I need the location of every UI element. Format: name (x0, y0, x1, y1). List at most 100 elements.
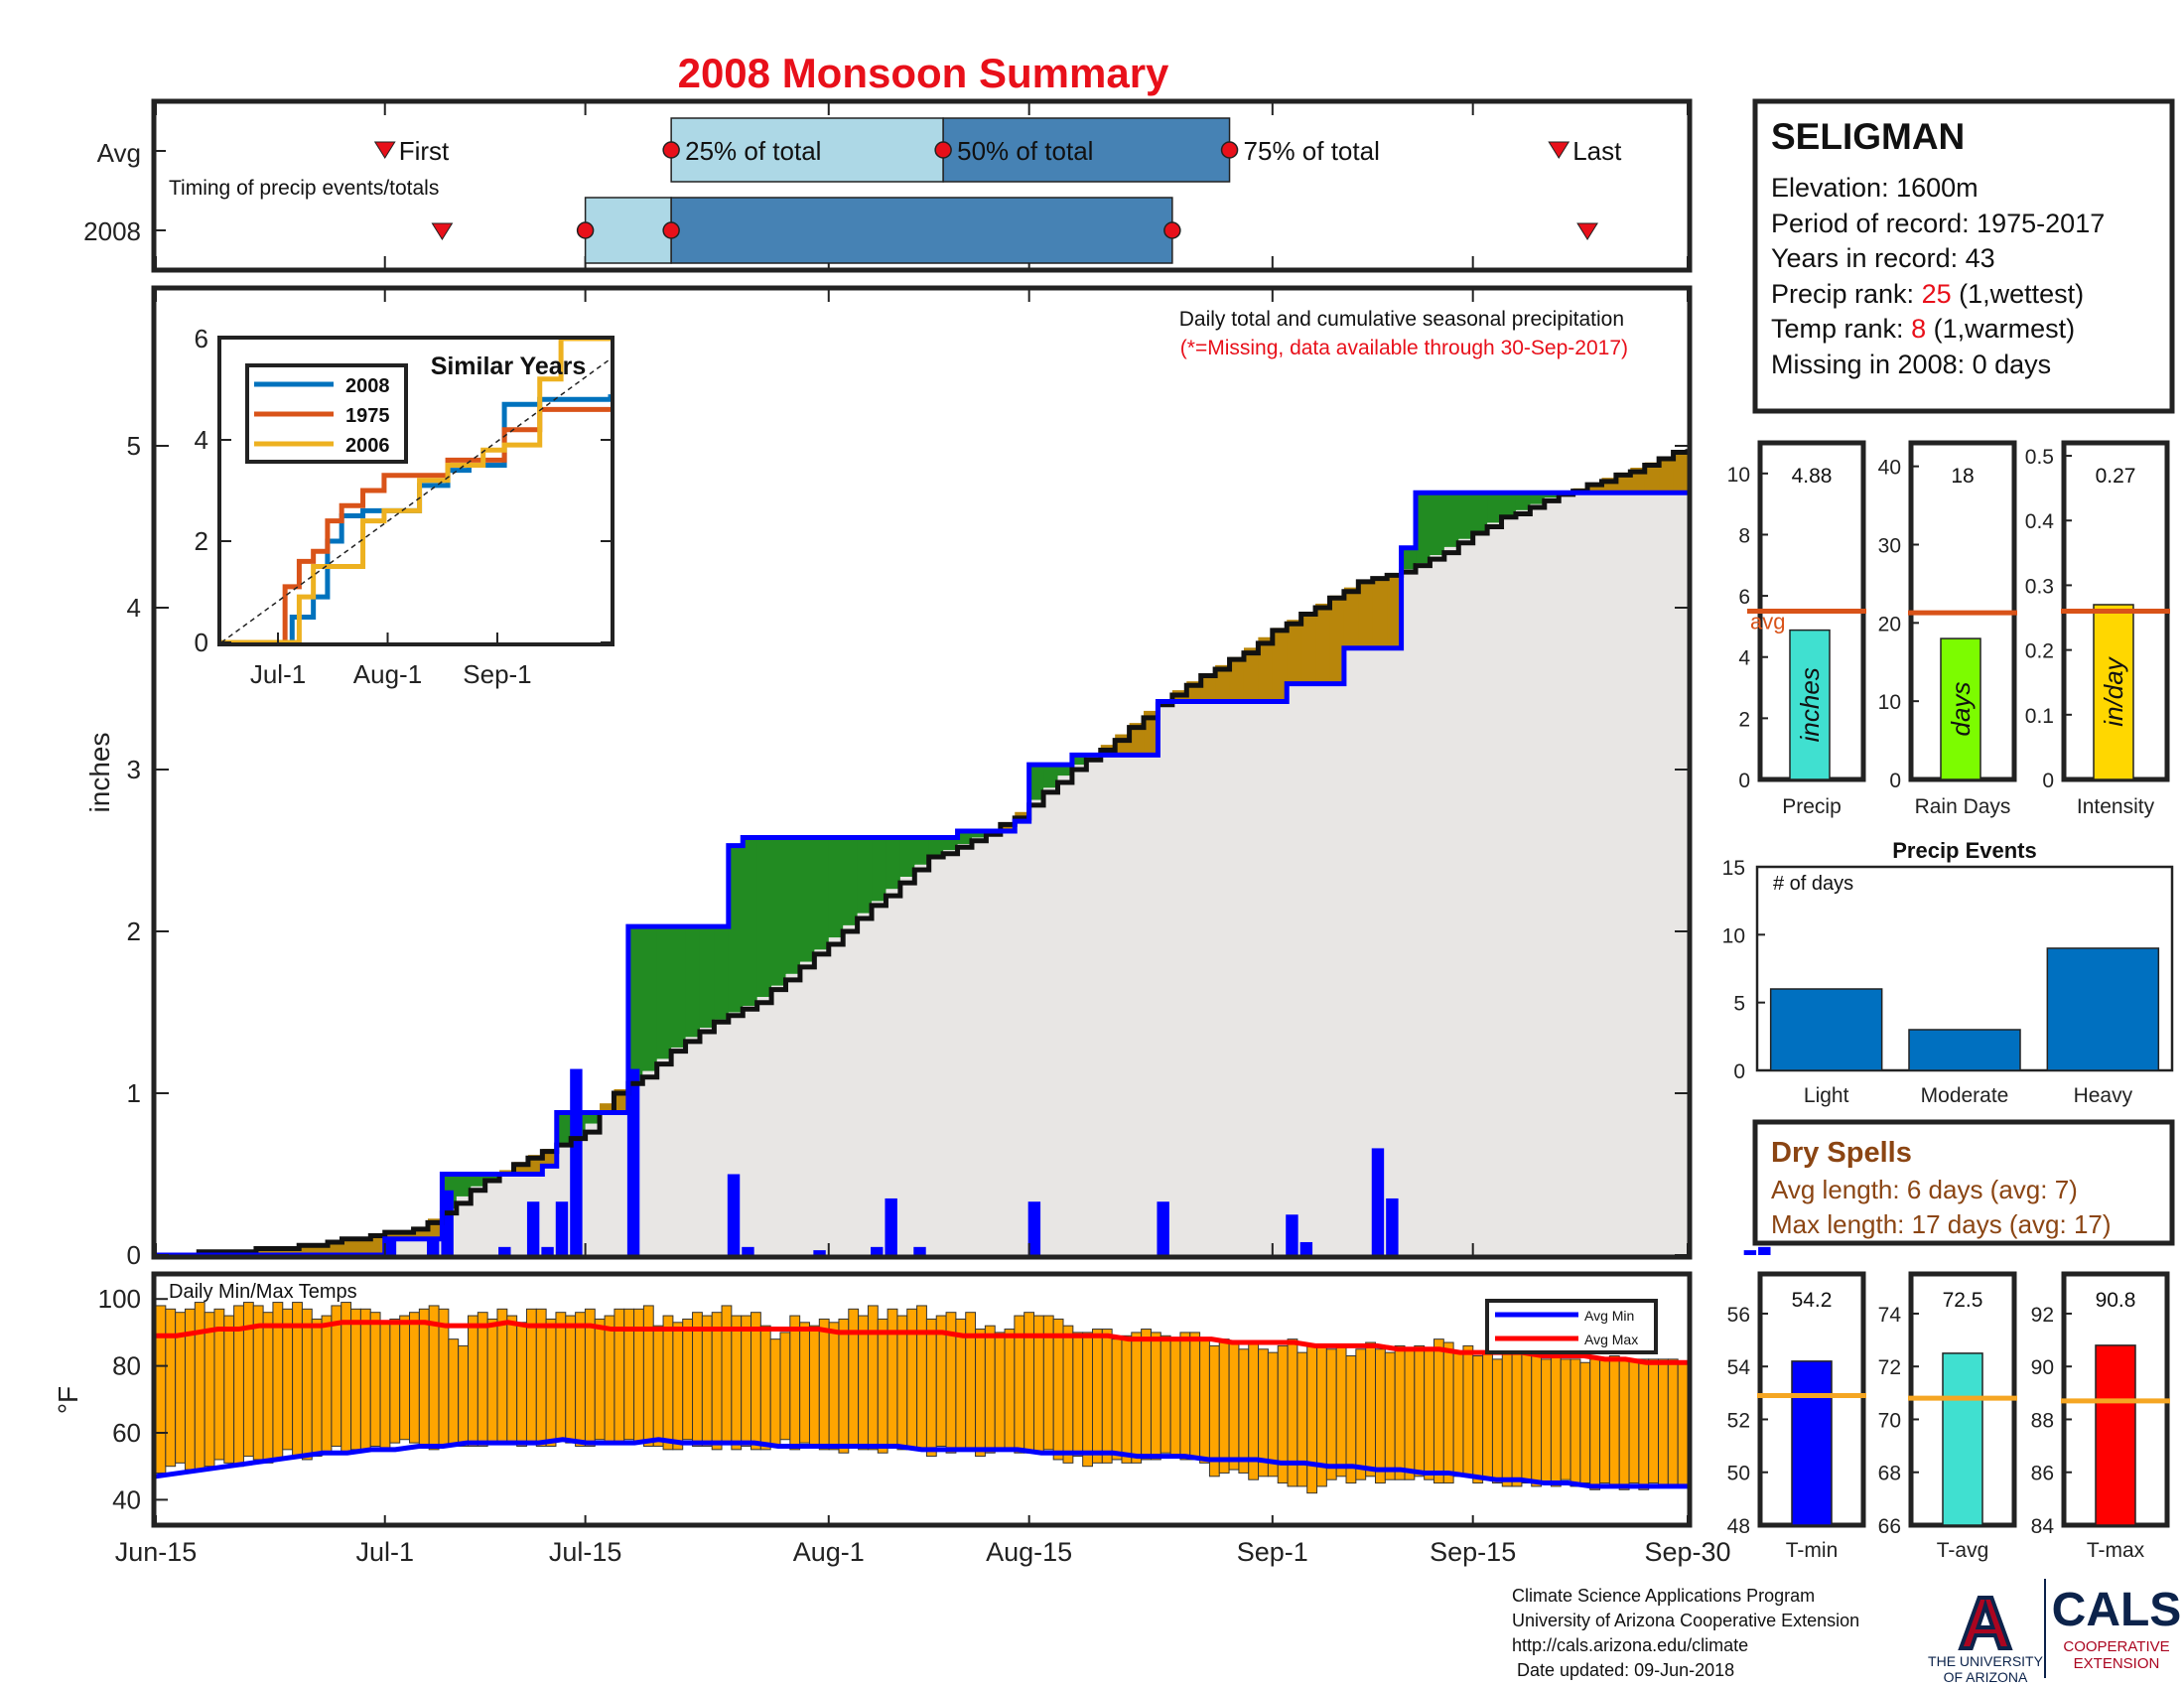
similar-years-inset: 0 2 4 6 Jul-1 Aug-1 Sep-1 Similar Years 2008 1… (195, 324, 614, 689)
stat-y-tick: 2 (1738, 708, 1750, 731)
daily-temp-range-bar (359, 1308, 371, 1451)
below-average-fill (1387, 573, 1403, 648)
daily-temp-range-bar (1121, 1335, 1133, 1464)
daily-precip-bar (1743, 1250, 1757, 1255)
below-average-fill (1587, 483, 1603, 493)
q25-label: 25% of total (685, 136, 821, 166)
stat-y-tick: 0.2 (2025, 640, 2054, 663)
cumulative-common-fill (1630, 492, 1646, 1255)
daily-temp-range-bar (584, 1308, 596, 1447)
daily-temp-range-bar (418, 1308, 430, 1447)
daily-precip-bar (1758, 1246, 1771, 1255)
cumulative-common-fill (1416, 563, 1432, 1255)
above-average-fill (943, 837, 959, 851)
inset-y-tick: 4 (195, 425, 208, 455)
daily-temp-range-bar (818, 1318, 830, 1451)
station-name: SELIGMAN (1771, 116, 1965, 157)
above-average-fill (1501, 492, 1517, 516)
temp-stat-y-tick: 84 (2031, 1515, 2055, 1538)
stat-y-tick: 8 (1738, 524, 1750, 547)
daily-temp-range-bar (1375, 1348, 1386, 1484)
inset-x-tick: Sep-1 (463, 659, 531, 689)
daily-temp-range-bar (1062, 1325, 1074, 1464)
daily-temp-range-bar (350, 1308, 361, 1451)
stat-bar-unit: days (1946, 682, 1976, 737)
cumulative-common-fill (1129, 755, 1145, 1255)
below-average-fill (384, 1232, 400, 1239)
below-average-fill (1243, 647, 1259, 702)
below-average-fill (1287, 620, 1302, 684)
x-tick-label: Jul-15 (549, 1537, 622, 1567)
daily-precip-bar (813, 1250, 826, 1255)
daily-temp-range-bar (428, 1305, 440, 1451)
timing-content (373, 117, 1598, 264)
daily-temp-range-bar (1462, 1344, 1474, 1477)
daily-temp-range-bar (1101, 1329, 1113, 1464)
year-25-75-box (670, 197, 1173, 264)
stat-y-tick: 40 (1878, 457, 1901, 480)
below-average-fill (1659, 457, 1675, 493)
daily-temp-range-bar (604, 1315, 615, 1444)
temp-stat-value: 54.2 (1792, 1289, 1833, 1312)
temp-legend: Avg Min Avg Max (1485, 1299, 1658, 1354)
x-tick-label: Aug-15 (986, 1537, 1072, 1567)
daily-temp-range-bar (1570, 1358, 1581, 1487)
temp-stat-bar-t-max (2095, 1344, 2136, 1526)
daily-temp-range-bar (506, 1315, 518, 1444)
daily-temp-range-bar (1306, 1344, 1318, 1494)
below-average-fill (399, 1231, 415, 1239)
cumulative-common-fill (1057, 775, 1073, 1255)
daily-temp-range-bar (1365, 1341, 1377, 1477)
below-average-fill (1372, 577, 1388, 648)
daily-temp-range-bar (555, 1312, 567, 1441)
precip-y-tick: 2 (127, 916, 141, 946)
cumulative-common-fill (542, 1166, 558, 1255)
daily-precip-bar (626, 1068, 640, 1255)
above-average-fill (799, 837, 815, 962)
avg-min-line (155, 1437, 1688, 1489)
legend-2008-label: 2008 (345, 375, 390, 397)
cumulative-common-fill (1329, 683, 1345, 1255)
temp-stat-bar-t-avg (1942, 1352, 1983, 1526)
daily-temp-range-bar (1560, 1358, 1571, 1480)
events-sublabel: # of days (1773, 873, 1853, 895)
below-average-fill (1229, 656, 1245, 702)
daily-temp-range-bar (1608, 1355, 1620, 1487)
cumulative-common-fill (1358, 647, 1374, 1255)
daily-temp-range-bar (545, 1318, 557, 1447)
average-cumulative-line (156, 449, 1691, 1258)
temperature-chart: 40 60 80 100 Daily Min/Max Temps °F Avg Min… (53, 1271, 1693, 1528)
temp-stat-value: 72.5 (1943, 1289, 1983, 1312)
above-average-fill (1028, 765, 1044, 800)
daily-precip-bar (1371, 1148, 1385, 1255)
below-average-fill (341, 1238, 357, 1255)
precip-y-tick: 4 (127, 593, 141, 623)
cumulative-common-fill (843, 924, 859, 1255)
above-average-fill (743, 837, 758, 1006)
stat-bar-rain-days (1940, 637, 1981, 780)
daily-temp-range-bar (321, 1315, 333, 1454)
cumulative-common-fill (1430, 555, 1445, 1255)
above-average-fill (471, 1174, 486, 1187)
above-average-fill (971, 830, 987, 838)
timing-avg-label: Avg (97, 138, 141, 168)
station-info-box: SELIGMAN Elevation: 1600m Period of reco… (1752, 98, 2175, 414)
cumulative-common-fill (671, 1047, 687, 1255)
above-average-fill (843, 837, 859, 925)
above-average-fill (699, 926, 716, 1028)
above-average-fill (1416, 492, 1432, 564)
year-last-marker (1576, 222, 1598, 240)
cumulative-common-fill (499, 1174, 515, 1255)
below-average-fill (299, 1245, 315, 1255)
daily-temp-range-bar (1335, 1344, 1347, 1477)
daily-temp-range-bar (594, 1318, 606, 1441)
daily-temp-range-bar (1052, 1318, 1064, 1461)
daily-temp-range-bar (799, 1322, 810, 1444)
cumulative-common-fill (857, 913, 873, 1255)
daily-temp-range-bar (1521, 1344, 1533, 1484)
daily-temp-range-bar (1501, 1348, 1513, 1487)
avg-quantile-marker (934, 141, 952, 159)
avg-max-line (156, 1320, 1688, 1365)
cumulative-common-fill (1300, 683, 1316, 1255)
above-average-fill (456, 1174, 472, 1196)
